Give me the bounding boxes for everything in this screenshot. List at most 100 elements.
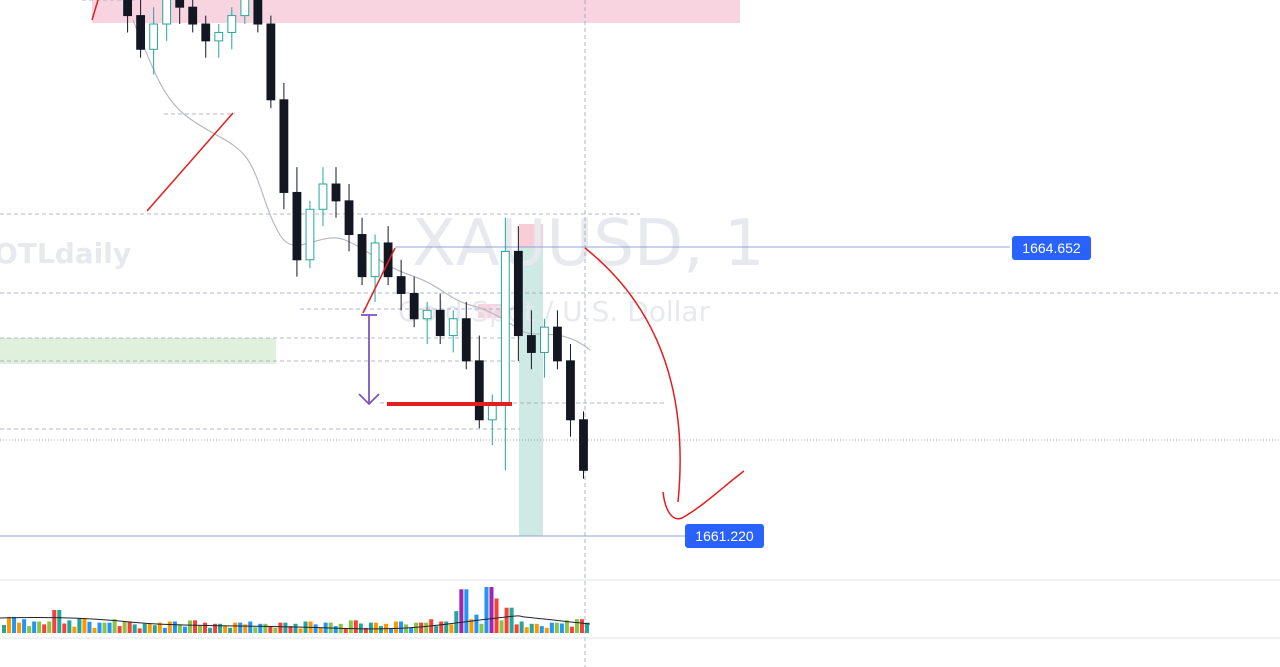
volume-bar — [42, 624, 47, 633]
volume-bar — [32, 621, 37, 633]
demand-zone[interactable] — [0, 338, 276, 364]
candle[interactable] — [396, 259, 406, 311]
volume-bar — [2, 624, 7, 633]
candles[interactable] — [85, 0, 588, 479]
candle-body — [201, 23, 211, 42]
candle[interactable] — [240, 0, 250, 25]
projection-curve-arrow[interactable] — [584, 247, 745, 520]
candle[interactable] — [318, 167, 328, 227]
volume-bar — [584, 622, 589, 633]
candle[interactable] — [123, 0, 132, 33]
volume-bar — [318, 627, 323, 633]
price-label-upper[interactable]: 1664.652 — [1012, 236, 1091, 260]
measure-arrow[interactable] — [358, 314, 380, 406]
volume-bar — [559, 623, 564, 633]
volume-bar — [283, 622, 288, 633]
volume-bar — [27, 626, 32, 633]
volume-bar — [152, 625, 157, 633]
volume-bar — [22, 619, 27, 633]
stop-zone-short[interactable] — [519, 224, 543, 247]
volume-ma-line — [0, 615, 591, 630]
candle[interactable] — [383, 226, 393, 286]
volume-bar — [579, 619, 584, 633]
candle[interactable] — [227, 7, 237, 50]
candle[interactable] — [162, 0, 172, 41]
svg-text:1661.220: 1661.220 — [695, 528, 754, 544]
candle[interactable] — [357, 217, 367, 286]
candle-body — [566, 360, 575, 421]
volume-bar — [162, 627, 167, 633]
candle[interactable] — [409, 276, 419, 328]
candle-body — [579, 419, 588, 471]
candle[interactable] — [448, 310, 458, 353]
candle[interactable] — [279, 82, 289, 210]
volume-bar — [348, 620, 353, 633]
volume-bar — [37, 621, 42, 633]
volume-bar — [388, 628, 393, 633]
volume-bar — [464, 589, 469, 633]
small-pink-box — [478, 304, 508, 318]
volume-bar — [479, 623, 484, 633]
candle[interactable] — [566, 344, 575, 437]
volume-bar — [333, 626, 338, 633]
candle-body — [240, 0, 250, 17]
candle[interactable] — [435, 293, 445, 345]
volume-bar — [539, 626, 544, 633]
volume-bar — [313, 624, 318, 633]
candle[interactable] — [579, 411, 588, 479]
volume-bar — [122, 621, 127, 633]
candle[interactable] — [188, 0, 198, 33]
volume-bar — [218, 623, 223, 633]
candle-body — [331, 183, 341, 202]
candle-body — [149, 23, 159, 50]
candle-body — [175, 0, 185, 8]
candle[interactable] — [214, 24, 224, 58]
volume-bar — [404, 624, 409, 633]
candle[interactable] — [540, 318, 549, 378]
volume-bar — [67, 620, 72, 633]
price-label-lower[interactable]: 1661.220 — [685, 524, 764, 548]
volume-bar — [454, 611, 459, 633]
candle[interactable] — [461, 301, 471, 370]
candle-body — [318, 183, 328, 210]
volume-bar — [419, 622, 424, 633]
volume-bar — [107, 622, 112, 633]
volume-bar — [258, 623, 263, 633]
candle[interactable] — [422, 301, 432, 345]
candle[interactable] — [266, 15, 276, 109]
candle[interactable] — [175, 0, 185, 25]
candle[interactable] — [292, 167, 302, 277]
red-trend-line[interactable] — [91, 0, 99, 21]
candle[interactable] — [553, 310, 562, 370]
candle[interactable] — [370, 234, 380, 302]
candle[interactable] — [500, 217, 510, 471]
candle[interactable] — [474, 335, 484, 429]
candle-body — [214, 31, 224, 42]
volume-bar — [399, 621, 404, 633]
volume-bar — [177, 624, 182, 633]
volume-bar — [117, 626, 122, 633]
candle-body — [422, 309, 432, 320]
red-trend-line[interactable] — [146, 112, 234, 212]
candle[interactable] — [149, 7, 159, 75]
watermark-author: OTLdaily — [0, 237, 131, 270]
candle[interactable] — [201, 15, 211, 58]
candle[interactable] — [331, 167, 341, 218]
volume-bar — [213, 623, 218, 633]
watermark-symbol: XAUUSD, 1 — [412, 207, 765, 281]
volume-bar — [167, 621, 172, 633]
candle-body — [553, 326, 562, 362]
red-trend-line[interactable] — [362, 247, 396, 314]
candle[interactable] — [513, 226, 523, 361]
candle[interactable] — [136, 0, 146, 58]
candle[interactable] — [526, 310, 536, 370]
volume-bars — [2, 587, 589, 633]
target-zone-short[interactable] — [519, 247, 543, 536]
candle[interactable] — [344, 184, 354, 252]
candle-body — [227, 15, 237, 33]
volume-bar — [409, 627, 414, 633]
volume-bar — [494, 598, 499, 633]
candle[interactable] — [305, 200, 315, 269]
candle[interactable] — [253, 0, 263, 33]
